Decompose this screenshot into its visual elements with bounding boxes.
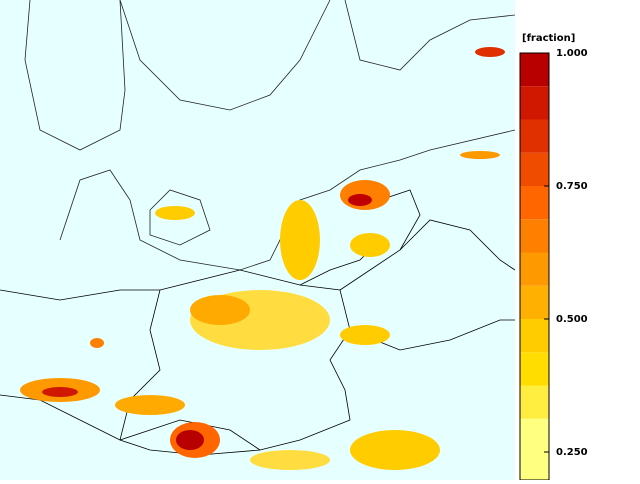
border xyxy=(339,219,516,291)
colorbar-band xyxy=(520,418,549,452)
colorbar: 1.000 0.750 0.500 0.250 xyxy=(519,48,588,481)
field-patch xyxy=(90,338,104,348)
fraction-field xyxy=(20,47,505,470)
field-patch xyxy=(155,206,195,220)
coastline xyxy=(119,0,331,111)
colorbar-tick-label: 0.750 xyxy=(556,181,588,192)
border xyxy=(349,319,515,351)
colorbar-band xyxy=(520,152,549,186)
field-patch xyxy=(350,430,440,470)
colorbar-band xyxy=(520,186,549,220)
field-patch xyxy=(42,387,78,397)
field-patch xyxy=(250,450,330,470)
map-background xyxy=(0,0,515,480)
field-patch xyxy=(280,200,320,280)
field-patch xyxy=(115,395,185,415)
coastline xyxy=(344,0,516,71)
field-patch xyxy=(176,430,204,450)
coastline xyxy=(59,129,516,271)
field-patch xyxy=(348,194,372,206)
colorbar-band xyxy=(520,285,549,319)
colorbar-tick-label: 0.250 xyxy=(556,447,588,458)
field-patch xyxy=(350,233,390,257)
border xyxy=(0,269,351,456)
colorbar-band xyxy=(520,452,549,480)
field-patch xyxy=(340,325,390,345)
coastline xyxy=(24,0,126,151)
colorbar-band xyxy=(520,319,549,353)
colorbar-band xyxy=(520,86,549,120)
colorbar-tick-label: 1.000 xyxy=(556,48,588,59)
colorbar-band xyxy=(520,53,549,87)
colorbar-band xyxy=(520,252,549,286)
field-patch xyxy=(475,47,505,57)
border xyxy=(119,289,161,441)
field-patch xyxy=(190,295,250,325)
colorbar-band xyxy=(520,119,549,153)
coastline xyxy=(149,189,211,246)
geography xyxy=(0,0,516,456)
colorbar-band xyxy=(520,385,549,419)
field-patch xyxy=(460,151,500,159)
colorbar-band xyxy=(520,219,549,253)
colorbar-band xyxy=(520,352,549,386)
colorbar-title: [fraction] xyxy=(522,33,575,44)
colorbar-tick-label: 0.500 xyxy=(556,314,588,325)
